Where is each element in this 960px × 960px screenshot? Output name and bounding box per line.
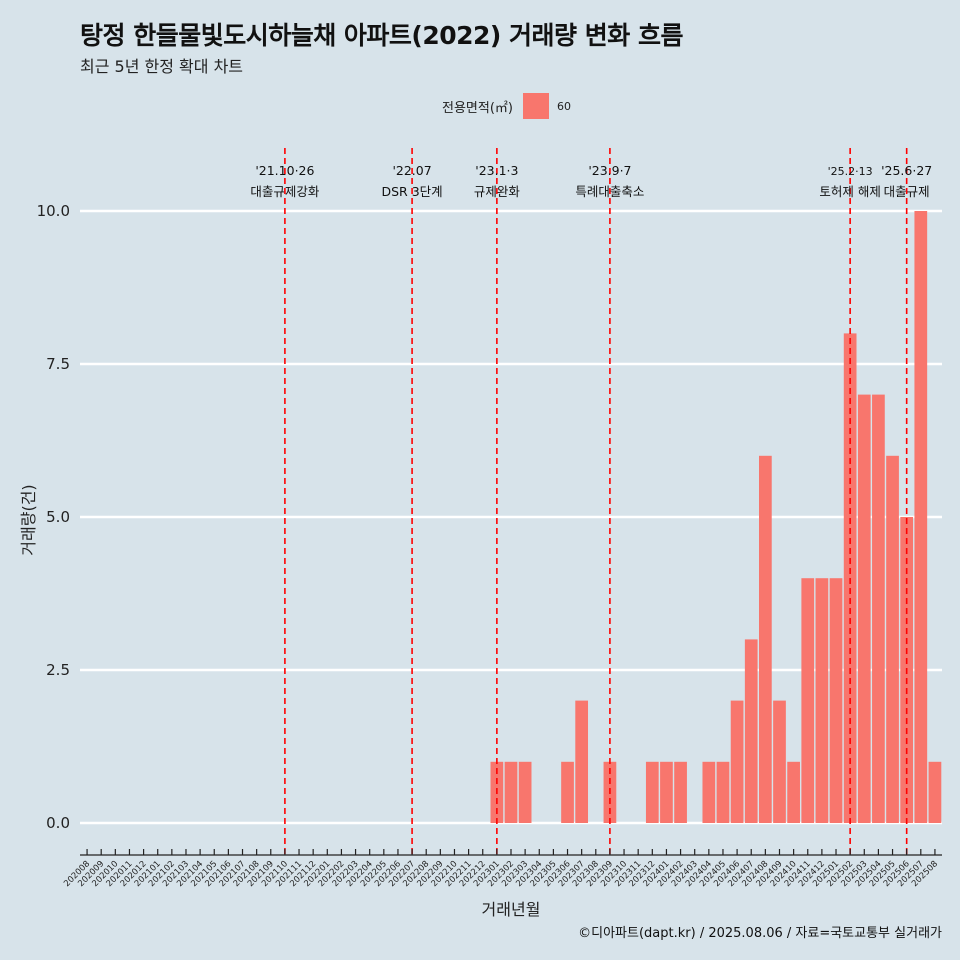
bar bbox=[575, 700, 589, 823]
caption: ©디아파트(dapt.kr) / 2025.08.06 / 자료=국토교통부 실… bbox=[578, 926, 942, 941]
bar bbox=[928, 761, 942, 823]
event-date-label: '21.10·26 bbox=[255, 163, 314, 178]
bar bbox=[645, 761, 659, 823]
event-markers: '21.10·26 대출규제강화 '22.07 DSR 3단계 '23.1·3 규제완화 '… bbox=[250, 148, 932, 855]
bar bbox=[674, 761, 687, 823]
bar bbox=[815, 578, 829, 823]
bar bbox=[914, 211, 928, 823]
bar bbox=[716, 761, 730, 823]
bars bbox=[490, 211, 942, 823]
event-label: 토허제 해제 bbox=[819, 184, 880, 199]
y-tick-label: 10.0 bbox=[37, 202, 70, 220]
event-label: 대출규제강화 bbox=[250, 184, 320, 199]
bar bbox=[730, 700, 744, 823]
chart-subtitle: 최근 5년 한정 확대 차트 bbox=[80, 57, 244, 76]
bar bbox=[759, 455, 772, 823]
legend-key bbox=[522, 93, 549, 119]
legend-label: 60 bbox=[556, 99, 571, 113]
legend-title: 전용면적(㎡) bbox=[442, 100, 513, 116]
y-tick-label: 7.5 bbox=[46, 355, 70, 373]
chart-title: 탕정 한들물빛도시하늘채 아파트(2022) 거래량 변화 흐름 bbox=[80, 21, 683, 50]
legend: 전용면적(㎡) 60 bbox=[442, 93, 571, 119]
bar bbox=[857, 394, 871, 823]
bar bbox=[561, 761, 574, 823]
event-label: 특례대출축소 bbox=[575, 184, 644, 199]
event-label: 규제완화 bbox=[474, 184, 521, 199]
bar bbox=[773, 700, 786, 823]
bar bbox=[787, 761, 800, 823]
bar bbox=[829, 578, 843, 823]
y-tick-labels: 0.0 2.5 5.0 7.5 10.0 bbox=[37, 202, 70, 832]
bar bbox=[702, 761, 716, 823]
bar bbox=[886, 455, 899, 823]
event-date-label: '25.2·13 bbox=[828, 165, 873, 178]
event-date-label: '23.9·7 bbox=[588, 163, 631, 178]
event-label: DSR 3단계 bbox=[381, 184, 442, 199]
event-date-label: '23.1·3 bbox=[475, 163, 518, 178]
event-date-label: '22.07 bbox=[392, 163, 431, 178]
bar bbox=[518, 761, 532, 823]
y-tick-label: 5.0 bbox=[46, 508, 70, 526]
y-tick-label: 2.5 bbox=[46, 661, 70, 679]
event-label: 대출규제 bbox=[884, 184, 930, 199]
y-tick-label: 0.0 bbox=[46, 814, 70, 832]
bar bbox=[504, 761, 518, 823]
x-axis: 2020082020092020102020112020122021012021… bbox=[62, 849, 942, 889]
bar bbox=[744, 639, 758, 823]
bar bbox=[872, 394, 885, 823]
bar bbox=[660, 761, 673, 823]
x-axis-label: 거래년월 bbox=[481, 900, 541, 919]
event-date-label: '25.6·27 bbox=[881, 163, 932, 178]
bar bbox=[801, 578, 815, 823]
